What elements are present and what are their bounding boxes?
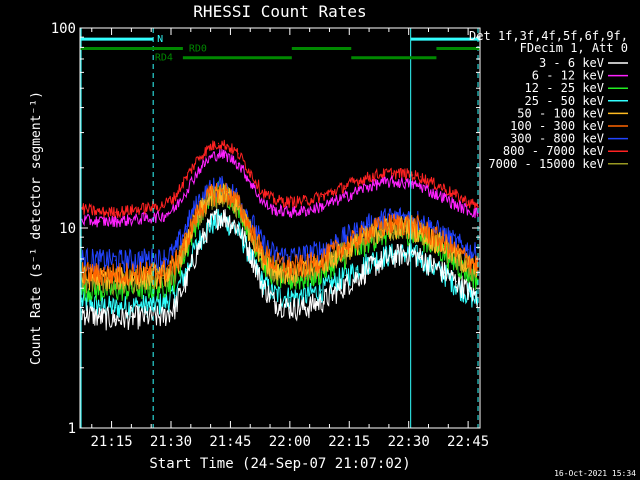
data-point xyxy=(392,172,394,174)
data-point xyxy=(412,253,414,255)
plot-area: N RD0 RD4 21:15 21:30 21:45 22:00 22:15 22:30 22… xyxy=(51,21,489,450)
legend-entry-label: 3 - 6 keV xyxy=(539,56,604,70)
legend-entry-label: 300 - 800 keV xyxy=(510,132,604,146)
data-point xyxy=(344,274,346,276)
data-point xyxy=(356,238,358,240)
x-tick-label: 22:00 xyxy=(269,434,311,450)
data-point xyxy=(332,255,334,258)
data-point xyxy=(162,277,164,279)
data-point xyxy=(162,270,164,272)
series-3-6-kev xyxy=(81,208,479,331)
series-6-12-kev xyxy=(81,149,479,228)
data-point xyxy=(420,176,422,178)
data-point xyxy=(431,264,434,266)
data-point xyxy=(380,229,382,231)
legend-entry-label: 25 - 50 keV xyxy=(525,94,604,108)
data-point xyxy=(249,219,251,221)
legend-entry-label: 50 - 100 keV xyxy=(517,106,604,120)
data-point xyxy=(477,296,479,298)
data-point xyxy=(186,189,188,191)
series-line xyxy=(81,183,479,292)
data-point xyxy=(217,185,220,187)
chart-title: RHESSI Count Rates xyxy=(193,2,366,21)
data-point xyxy=(320,195,323,197)
series-line xyxy=(81,149,479,228)
data-point xyxy=(162,274,164,276)
data-point xyxy=(392,255,394,258)
x-tick-label: 22:30 xyxy=(388,434,430,450)
vertical-marker-layer xyxy=(80,28,479,428)
series-line xyxy=(81,139,479,219)
y-axis-label: Count Rate (s⁻¹ detector segment⁻¹) xyxy=(29,91,44,365)
x-tick-label: 21:15 xyxy=(90,434,132,450)
series-line xyxy=(81,209,479,319)
y-tick-label: 10 xyxy=(59,221,76,237)
series-layer xyxy=(81,139,479,331)
data-point xyxy=(289,296,291,298)
x-tick-label: 22:45 xyxy=(447,434,489,450)
legend-title-line-2: FDecim 1, Att 0 xyxy=(520,41,628,55)
state-bar-label: N xyxy=(157,34,163,45)
legend-entry-label: 800 - 7000 keV xyxy=(503,144,604,158)
data-point xyxy=(477,213,479,215)
data-point xyxy=(467,258,469,260)
legend-entry-label: 6 - 12 keV xyxy=(532,69,604,83)
data-point xyxy=(225,192,228,194)
x-tick-label: 21:30 xyxy=(150,434,192,450)
data-point xyxy=(332,251,334,253)
data-point xyxy=(320,289,323,291)
data-point xyxy=(114,211,117,213)
legend-entry-label: 7000 - 15000 keV xyxy=(488,157,604,171)
legend-entry-label: 100 - 300 keV xyxy=(510,119,604,133)
data-point xyxy=(146,271,148,273)
data-point xyxy=(217,142,220,144)
axis-tick-layer: 21:15 21:30 21:45 22:00 22:15 22:30 22:45 1 10 10… xyxy=(51,21,489,450)
x-tick-label: 22:15 xyxy=(328,434,370,450)
series-800-7000-kev xyxy=(81,139,479,219)
series-line xyxy=(81,208,479,331)
attenuator-bar-layer: N RD0 RD4 xyxy=(80,34,480,64)
footer-timestamp: 16-Oct-2021 15:34 xyxy=(554,469,636,478)
data-point xyxy=(404,182,406,184)
x-tick-label: 21:45 xyxy=(209,434,251,450)
state-bar-label: RD4 xyxy=(155,53,173,64)
series-line xyxy=(81,182,479,286)
legend-entry-label: 12 - 25 keV xyxy=(525,81,604,95)
data-point xyxy=(217,153,220,155)
state-bar-label: RD0 xyxy=(189,43,207,54)
data-point xyxy=(174,251,176,253)
data-point xyxy=(114,259,117,261)
data-point xyxy=(420,220,422,222)
data-point xyxy=(344,185,346,187)
data-point xyxy=(305,264,307,266)
x-axis-label: Start Time (24-Sep-07 21:07:02) xyxy=(149,456,410,472)
legend: Det 1f,3f,4f,5f,6f,9f, FDecim 1, Att 0 3… xyxy=(469,29,628,171)
y-tick-label: 1 xyxy=(68,421,76,437)
y-tick-label: 100 xyxy=(51,21,76,37)
legend-title-line-1: Det 1f,3f,4f,5f,6f,9f, xyxy=(469,29,628,43)
data-point xyxy=(130,316,132,318)
data-point xyxy=(344,196,346,198)
data-point xyxy=(305,200,307,202)
data-point xyxy=(130,219,132,221)
